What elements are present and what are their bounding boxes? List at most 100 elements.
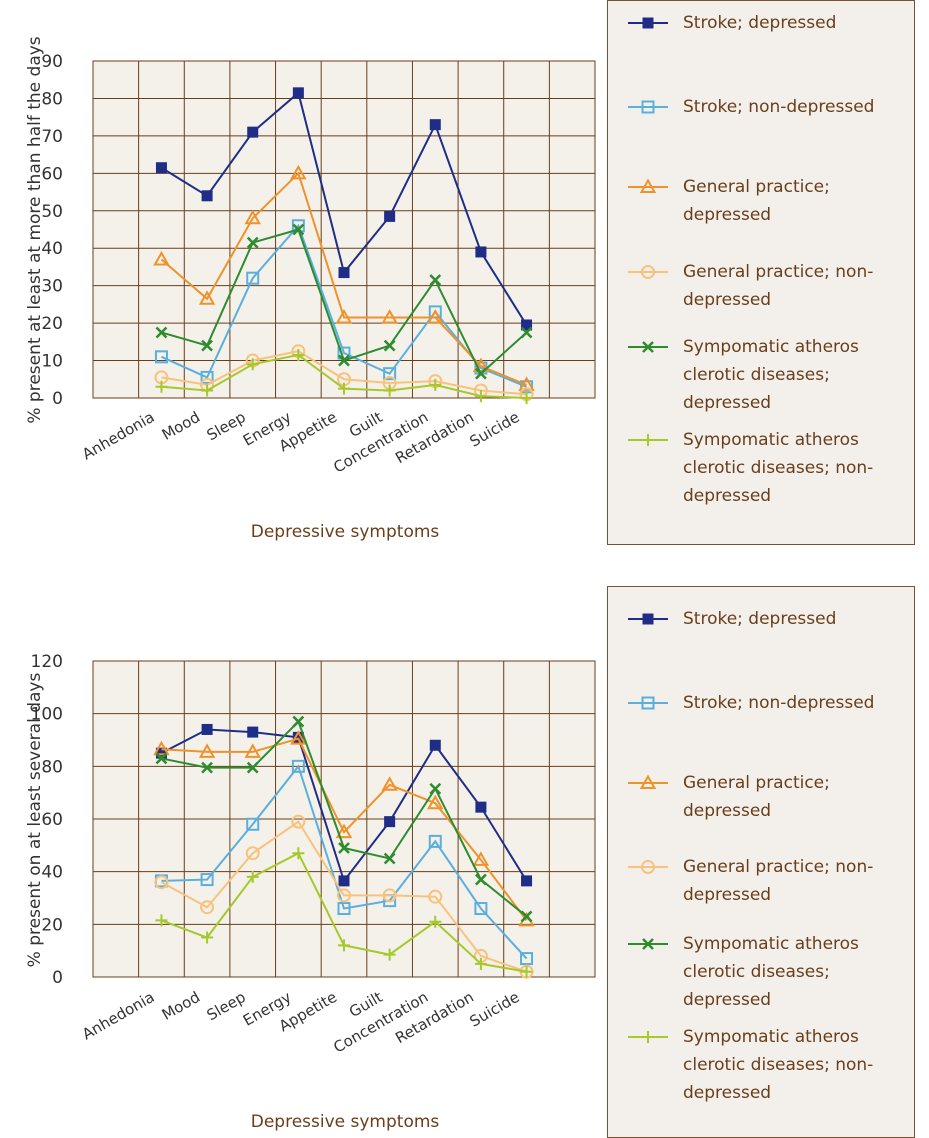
marker [338,382,350,395]
legend-swatch [628,100,668,114]
marker [246,271,260,285]
legend-label: General practice; depressed [683,177,830,225]
marker [155,914,168,927]
marker [520,952,534,966]
legend-label: General practice; non-depressed [683,262,874,310]
legend-swatch [628,434,668,446]
marker [381,776,398,791]
marker [335,308,353,324]
legend-swatch [628,938,668,950]
legend-label: Stroke; non-depressed [683,97,875,117]
legend-swatch [628,860,668,874]
series-line [161,737,528,921]
marker [246,236,259,249]
x-axis-title: Depressive symptoms [251,1112,440,1132]
y-tick-label: 30 [41,277,63,297]
marker [201,190,213,202]
marker [472,851,490,866]
marker [475,873,487,886]
legend: Stroke; depressed Stroke; non-depressed Ge… [607,0,915,545]
legend-swatch [628,265,668,279]
x-tick-label: Mood [159,408,203,444]
y-tick-label: 60 [41,164,63,184]
legend-label: Stroke; depressed [683,13,837,33]
marker [475,246,487,258]
y-tick-label: 20 [41,314,63,334]
y-tick-label: 120 [31,652,63,672]
marker [200,900,215,915]
legend-label: Sympomatic atheros clerotic diseases; de… [683,934,859,1010]
marker [292,731,304,743]
marker [290,164,307,180]
marker [518,376,535,391]
marker [337,888,351,903]
legend-swatch [628,17,668,29]
marker [384,210,396,222]
marker [335,823,353,839]
legend-swatch [628,696,668,710]
marker [642,341,654,353]
x-tick-label: Anhedonia [79,988,157,1044]
marker [338,875,350,887]
x-tick-label: Suicide [466,408,522,451]
y-tick-label: 10 [41,352,63,372]
marker [338,842,350,854]
series-line [160,820,527,973]
marker [201,723,213,735]
marker [153,740,170,756]
marker [154,350,168,364]
marker [642,613,654,625]
marker [291,814,306,829]
legend-label: Sympomatic atheros clerotic diseases; de… [683,337,859,413]
marker [198,290,216,305]
series-line [160,171,527,386]
y-tick-label: 100 [31,705,63,725]
legend-label: Stroke; non-depressed [683,693,875,713]
y-tick-label: 40 [41,239,63,259]
marker [642,1031,654,1043]
marker [292,715,305,728]
marker [475,801,487,813]
marker [520,965,533,978]
marker [384,816,396,828]
y-tick-label: 60 [41,810,63,830]
marker [641,860,655,874]
marker [474,957,487,970]
y-tick-label: 40 [41,863,63,883]
x-tick-label: Mood [159,988,203,1024]
y-axis-title: % present on at least several days [25,673,45,968]
marker [201,761,213,774]
y-tick-label: 0 [52,389,63,409]
legend-swatch [628,341,668,353]
marker [475,367,487,380]
y-tick-label: 0 [52,968,63,988]
marker [381,308,398,324]
y-tick-label: 50 [41,202,63,222]
marker [155,747,167,759]
marker [429,739,441,751]
marker [246,761,259,774]
marker [382,888,397,903]
marker [154,875,169,890]
marker [639,178,657,193]
marker [383,948,396,961]
marker [155,162,167,174]
y-tick-label: 20 [41,915,63,935]
marker [244,209,261,225]
y-tick-label: 80 [41,757,63,777]
marker [246,358,259,371]
marker [246,817,260,831]
marker [642,434,654,446]
y-tick-label: 70 [41,127,63,147]
marker [474,390,487,403]
marker [201,931,214,944]
y-tick-label: 90 [41,52,63,72]
marker [383,339,396,352]
legend-swatch [628,774,668,789]
marker [292,348,305,361]
legend-swatch [628,1031,668,1043]
x-tick-label: Anhedonia [79,408,157,464]
marker [244,743,261,758]
